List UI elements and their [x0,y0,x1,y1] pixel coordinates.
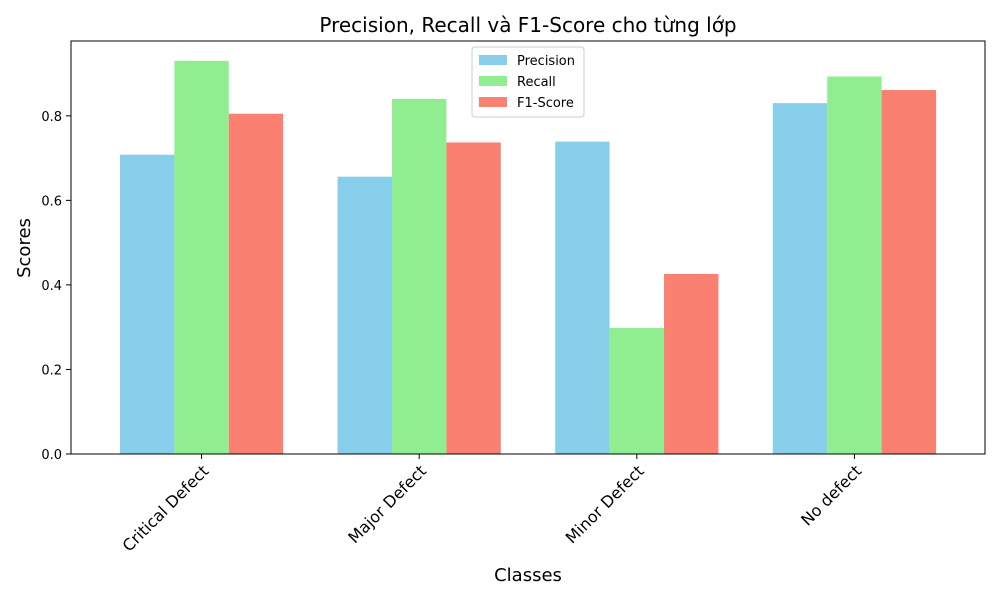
bar-precision-1 [337,176,392,454]
x-tick-label-0: Critical Defect [119,461,213,555]
bar-f1-score-1 [446,142,501,454]
chart-title: Precision, Recall và F1-Score cho từng l… [319,13,736,37]
legend-label-0: Precision [517,54,575,69]
bar-recall-2 [609,328,665,454]
y-tick-label-4: 0.8 [41,110,62,125]
bar-recall-0 [174,60,229,455]
legend-label-1: Recall [517,75,556,90]
bar-f1-score-3 [881,90,937,454]
plot-frame [70,40,986,455]
bar-f1-score-2 [664,273,719,454]
bar-precision-3 [772,103,828,454]
bar-f1-score-0 [228,113,284,455]
legend: Precision Recall F1-Score [471,46,585,118]
y-axis-label: Scores [14,218,35,278]
y-tick-label-1: 0.2 [41,363,62,378]
legend-swatch-2 [479,97,507,107]
bars-group [119,60,937,455]
x-axis: Critical Defect Major Defect Minor Defect N… [119,454,865,555]
legend-swatch-0 [479,55,507,65]
x-tick-label-1: Major Defect [344,461,430,547]
legend-swatch-1 [479,76,507,86]
y-tick-label-2: 0.4 [41,279,62,294]
y-axis: 0.0 0.2 0.4 0.6 0.8 [41,110,71,463]
bar-recall-3 [827,76,882,454]
x-tick-label-2: Minor Defect [562,461,648,547]
y-tick-label-0: 0.0 [41,448,62,463]
y-tick-label-3: 0.6 [41,194,62,209]
bar-recall-1 [391,98,447,455]
bar-precision-0 [119,154,175,454]
x-tick-label-3: No defect [797,461,865,529]
bar-precision-2 [555,141,610,455]
x-axis-label: Classes [494,565,562,586]
legend-label-2: F1-Score [517,96,574,111]
